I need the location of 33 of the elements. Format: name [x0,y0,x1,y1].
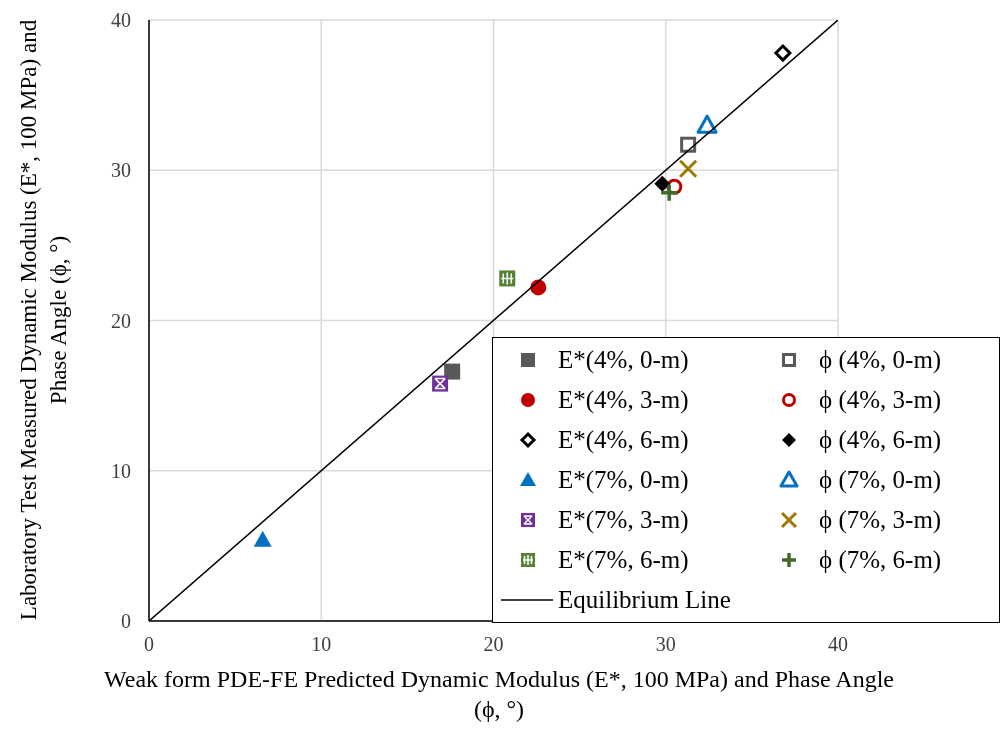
y-tick-label: 0 [121,610,131,633]
x-tick-label: 0 [144,633,154,656]
y-axis-title: Laboratory Test Measured Dynamic Modulus (E*, 100 MPa) and Phase Angle (ϕ, °) [16,19,71,621]
legend-label: E*(4%, 0-m) [558,346,689,373]
legend-label: ϕ (7%, 3-m) [819,506,942,533]
y-tick-label: 10 [111,459,131,482]
point [659,183,679,203]
legend-label: ϕ (4%, 3-m) [819,386,942,413]
legend-label: E*(7%, 3-m) [558,506,689,533]
legend-label: E*(7%, 6-m) [558,546,689,573]
point [774,44,792,62]
x-tick-label: 30 [655,633,676,656]
point [678,159,698,179]
point [444,363,461,380]
point [654,175,671,192]
x-tick-label: 40 [828,633,848,656]
legend-label: E*(4%, 6-m) [558,426,689,453]
legend-label: ϕ (4%, 0-m) [819,346,942,373]
y-tick-label: 20 [111,309,131,332]
legend-label: ϕ (7%, 6-m) [819,546,942,573]
legend-label: ϕ (7%, 0-m) [819,466,942,493]
legend-label: Equilibrium Line [558,586,731,613]
x-tick-label: 20 [483,633,504,656]
point [253,530,272,547]
y-tick-label: 30 [111,159,131,182]
y-tick-label: 40 [111,9,131,32]
x-axis-title: Weak form PDE-FE Predicted Dynamic Modulus (E*, 100 MPa) and Phase Angle (ϕ, °) [104,666,894,722]
legend-label: ϕ (4%, 6-m) [819,426,942,453]
point [680,136,697,153]
legend-label: E*(4%, 3-m) [558,386,689,413]
legend-label: E*(7%, 0-m) [558,466,689,493]
x-tick-label: 10 [311,633,332,656]
point [696,114,718,134]
